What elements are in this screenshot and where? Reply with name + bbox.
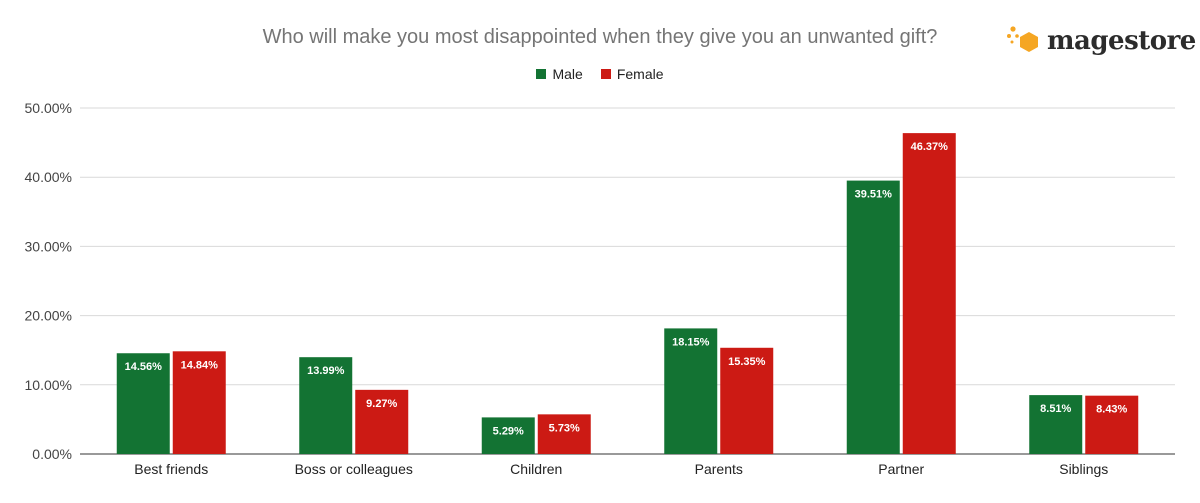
data-label-female: 46.37% — [911, 141, 949, 153]
data-label-female: 9.27% — [366, 398, 397, 410]
legend-label-female: Female — [616, 66, 664, 82]
data-label-male: 13.99% — [307, 365, 345, 377]
data-label-female: 8.43% — [1096, 404, 1127, 416]
data-label-female: 14.84% — [181, 359, 219, 371]
legend-swatch-male — [536, 69, 547, 79]
y-tick-label: 50.00% — [25, 100, 72, 116]
data-label-male: 18.15% — [672, 336, 710, 348]
bar-male — [664, 328, 718, 454]
category-label: Partner — [878, 461, 924, 477]
bar-female — [902, 133, 956, 454]
legend-label-male: Male — [552, 66, 583, 82]
chart-title: Who will make you most disappointed when… — [262, 26, 938, 48]
bar-male — [116, 353, 170, 454]
brand-logo: magestore — [1005, 22, 1196, 62]
legend-item-female: Female — [600, 66, 664, 82]
bar-male — [846, 180, 900, 454]
category-label: Best friends — [134, 461, 208, 477]
y-tick-label: 40.00% — [25, 169, 72, 185]
legend: Male Female — [0, 66, 1200, 82]
y-tick-label: 0.00% — [32, 446, 72, 462]
category-label: Parents — [695, 461, 743, 477]
bar-male — [481, 417, 535, 454]
category-label: Siblings — [1059, 461, 1108, 477]
data-label-male: 8.51% — [1040, 403, 1071, 415]
logo-text: magestore — [1047, 26, 1196, 56]
bar-male — [299, 357, 353, 454]
data-label-female: 15.35% — [728, 356, 766, 368]
y-tick-label: 20.00% — [25, 308, 72, 324]
bar-male — [1029, 395, 1083, 454]
legend-swatch-female — [600, 69, 611, 79]
y-tick-label: 10.00% — [25, 377, 72, 393]
data-label-female: 5.73% — [549, 422, 580, 434]
bar-female — [537, 414, 591, 454]
bar-female — [355, 389, 409, 454]
y-tick-label: 30.00% — [25, 238, 72, 254]
data-label-male: 5.29% — [493, 425, 524, 437]
data-label-male: 39.51% — [855, 189, 893, 201]
legend-item-male: Male — [536, 66, 583, 82]
hexagon-dots-icon — [1007, 26, 1038, 52]
bar-female — [720, 347, 774, 454]
bar-female — [172, 351, 226, 454]
category-label: Boss or colleagues — [295, 461, 413, 477]
data-label-male: 14.56% — [125, 361, 163, 373]
bar-female — [1085, 395, 1139, 454]
category-label: Children — [510, 461, 562, 477]
